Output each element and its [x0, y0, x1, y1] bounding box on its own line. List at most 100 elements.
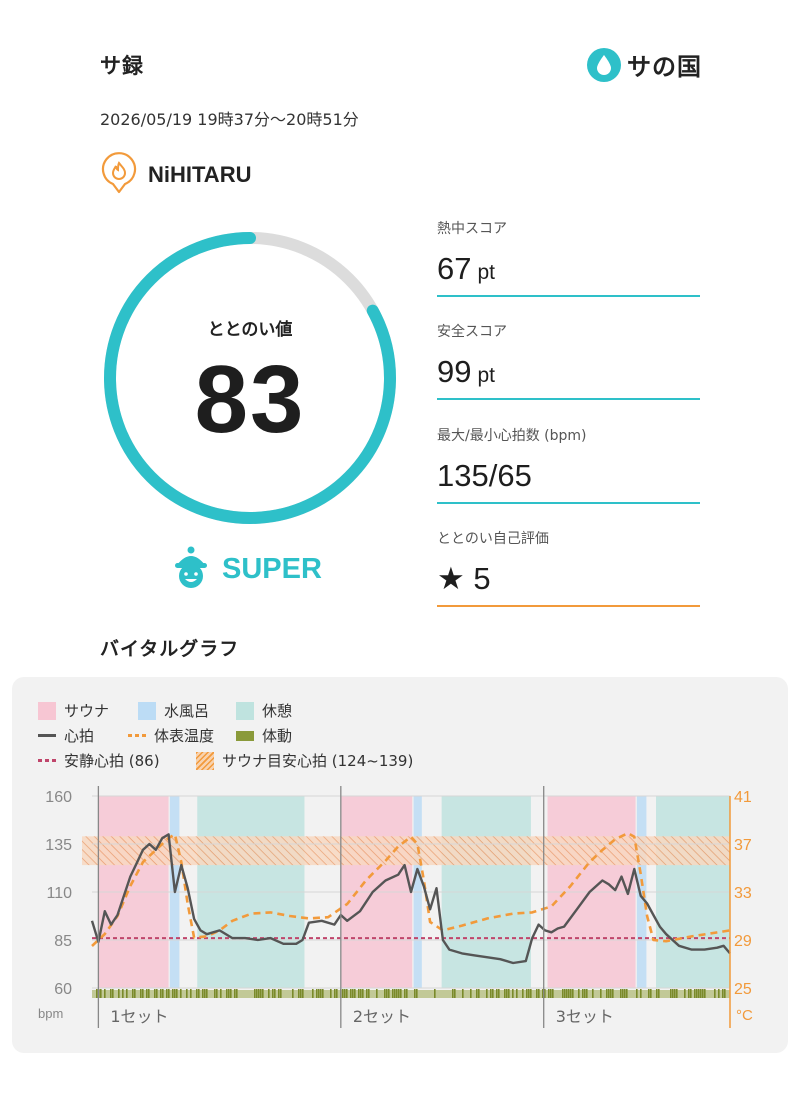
movement-tick — [346, 989, 348, 998]
facility[interactable]: NiHITARU — [100, 152, 251, 198]
legend-target-hr: サウナ目安心拍 (124~139) — [222, 752, 414, 770]
movement-tick — [486, 989, 488, 998]
rating-value: ★ 5 — [437, 561, 491, 596]
movement-tick — [416, 989, 418, 998]
legend-resting-hr: 安静心拍 (86) — [64, 752, 160, 770]
movement-tick — [392, 989, 394, 998]
movement-tick — [142, 989, 144, 998]
stat-unit: pt — [477, 364, 495, 387]
movement-tick — [650, 989, 652, 998]
gauge-value: 83 — [194, 346, 306, 453]
movement-tick — [236, 989, 238, 998]
movement-tick — [724, 989, 726, 998]
movement-tick — [388, 989, 390, 998]
movement-tick — [684, 989, 686, 998]
movement-tick — [528, 989, 530, 998]
movement-tick — [220, 989, 222, 998]
movement-tick — [186, 989, 188, 998]
divider — [437, 605, 700, 607]
movement-tick — [656, 989, 658, 998]
movement-tick — [318, 989, 320, 998]
movement-tick — [718, 989, 720, 998]
movement-tick — [608, 989, 610, 998]
movement-tick — [330, 989, 332, 998]
movement-tick — [334, 989, 336, 998]
movement-tick — [226, 989, 228, 998]
location-pin-icon — [100, 152, 138, 198]
legend-swatch-rest — [236, 701, 254, 720]
stat-unit: pt — [477, 261, 495, 284]
movement-tick — [470, 989, 472, 998]
movement-tick — [572, 989, 574, 998]
y-left-tick: 110 — [46, 885, 72, 902]
movement-tick — [126, 989, 128, 998]
movement-tick — [110, 989, 112, 998]
movement-tick — [496, 989, 498, 998]
y-right-tick: 25 — [734, 981, 752, 998]
movement-tick — [670, 989, 672, 998]
divider — [437, 502, 700, 504]
heart-rate-line — [90, 833, 731, 965]
logo-text: サの国 — [627, 53, 702, 81]
movement-tick — [552, 989, 554, 998]
movement-tick — [344, 989, 346, 998]
y-left-tick: 160 — [45, 789, 72, 806]
movement-tick — [258, 989, 260, 998]
rank-label: SUPER — [222, 552, 322, 585]
movement-tick — [180, 989, 182, 998]
movement-tick — [696, 989, 698, 998]
stat-number: 67 — [437, 251, 472, 286]
stat-label: 熱中スコア — [437, 221, 507, 237]
movement-tick — [160, 989, 162, 998]
movement-tick — [118, 989, 120, 998]
movement-tick — [400, 989, 402, 998]
movement-tick — [166, 989, 168, 998]
stat-label: 最大/最小心拍数 (bpm) — [437, 428, 587, 444]
movement-band — [92, 990, 730, 998]
movement-tick — [268, 989, 270, 998]
movement-tick — [350, 989, 352, 998]
movement-tick — [454, 989, 456, 998]
app-logo: サの国 — [587, 47, 702, 82]
movement-tick — [612, 989, 614, 998]
legend-movement: 体動 — [262, 727, 293, 745]
movement-tick — [96, 989, 98, 998]
movement-tick — [122, 989, 124, 998]
movement-tick — [622, 989, 624, 998]
divider — [437, 398, 700, 400]
movement-tick — [690, 989, 692, 998]
legend-swatch-sauna — [38, 701, 56, 720]
movement-tick — [672, 989, 674, 998]
movement-tick — [298, 989, 300, 998]
movement-tick — [336, 989, 338, 998]
y-left-tick: 85 — [54, 933, 72, 950]
movement-tick — [512, 989, 514, 998]
movement-tick — [140, 989, 142, 998]
movement-tick — [516, 989, 518, 998]
movement-tick — [172, 989, 174, 998]
gauge-progress — [104, 232, 396, 524]
legend-rest: 休憩 — [262, 702, 293, 720]
gauge-label: ととのい値 — [207, 320, 293, 340]
movement-tick — [358, 989, 360, 998]
movement-tick — [504, 989, 506, 998]
movement-tick — [230, 989, 232, 998]
movement-tick — [132, 989, 134, 998]
y-right-tick: 37 — [734, 837, 752, 854]
y-left-tick: 60 — [54, 981, 72, 998]
movement-tick — [384, 989, 386, 998]
movement-tick — [274, 989, 276, 998]
movement-tick — [100, 989, 102, 998]
rank-badge: SUPER — [172, 545, 322, 593]
movement-tick — [414, 989, 416, 998]
stat-heart-rate: 最大/最小心拍数 (bpm) 135/65 — [437, 425, 700, 504]
legend-swatch-water — [138, 701, 156, 720]
y-right-tick: 33 — [734, 885, 752, 902]
movement-tick — [702, 989, 704, 998]
stat-self-rating: ととのい自己評価 ★ 5 — [437, 528, 700, 607]
movement-tick — [548, 989, 550, 998]
movement-tick — [272, 989, 274, 998]
movement-tick — [360, 989, 362, 998]
y-right-tick: 41 — [734, 789, 752, 806]
stat-number: 135/65 — [437, 458, 532, 493]
